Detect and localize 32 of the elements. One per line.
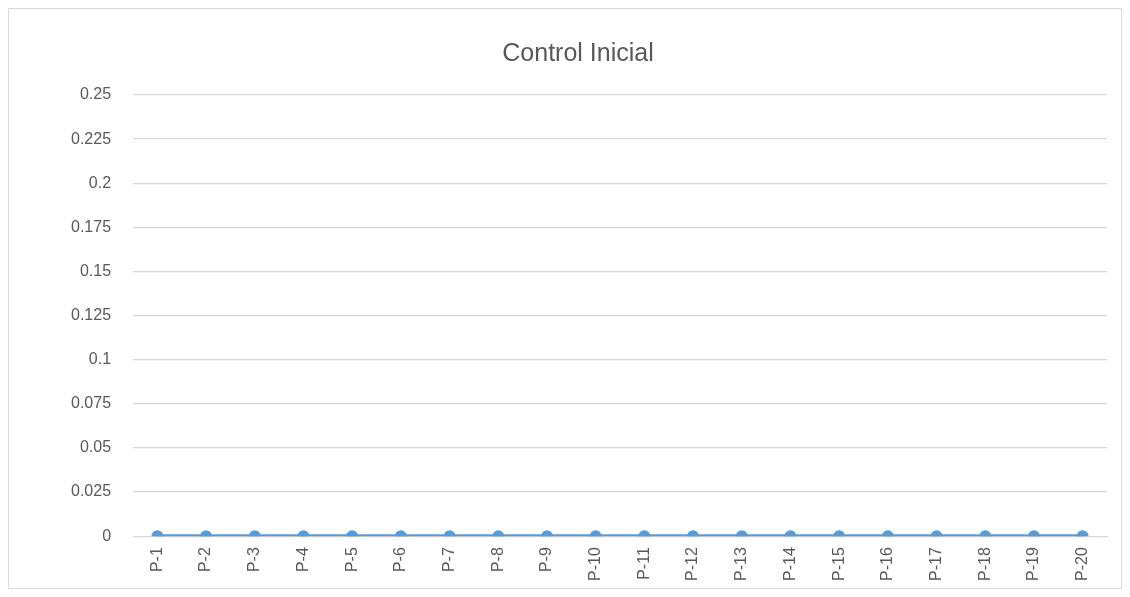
y-tick-label: 0.125 (70, 306, 112, 324)
y-tick-label: 0.025 (70, 482, 112, 500)
y-tick-label: 0.05 (79, 438, 112, 456)
x-tick-label: P-7 (439, 547, 457, 573)
x-tick-label: P-10 (586, 547, 604, 581)
x-tick-label: P-16 (878, 547, 896, 581)
chart-title: Control Inicial (502, 37, 654, 66)
x-tick-label: P-2 (196, 547, 214, 573)
x-tick-label: P-14 (780, 547, 798, 581)
y-tick-label: 0.2 (88, 173, 112, 191)
x-tick-label: P-15 (829, 547, 847, 581)
y-tick-label: 0.075 (70, 394, 112, 412)
x-tick-label: P-8 (488, 547, 506, 573)
y-tick-label: 0.15 (79, 261, 112, 279)
y-tick-label: 0.1 (88, 350, 112, 368)
x-tick-label: P-19 (1024, 547, 1042, 581)
y-tick-label: 0.175 (70, 217, 112, 235)
x-tick-label: P-17 (926, 547, 944, 581)
x-tick-label: P-5 (342, 547, 360, 573)
x-tick-label: P-13 (732, 547, 750, 581)
x-tick-label: P-9 (537, 547, 555, 573)
y-tick-label: 0 (102, 526, 112, 544)
x-tick-label: P-6 (391, 547, 409, 573)
x-tick-label: P-4 (293, 547, 311, 573)
x-tick-label: P-11 (634, 547, 652, 580)
y-tick-label: 0.225 (70, 129, 112, 147)
x-tick-label: P-18 (975, 547, 993, 581)
y-tick-label: 0.25 (79, 85, 112, 103)
x-tick-label: P-12 (683, 547, 701, 581)
x-tick-label: P-1 (147, 547, 165, 573)
x-tick-label: P-20 (1073, 547, 1091, 581)
x-tick-label: P-3 (245, 547, 263, 573)
